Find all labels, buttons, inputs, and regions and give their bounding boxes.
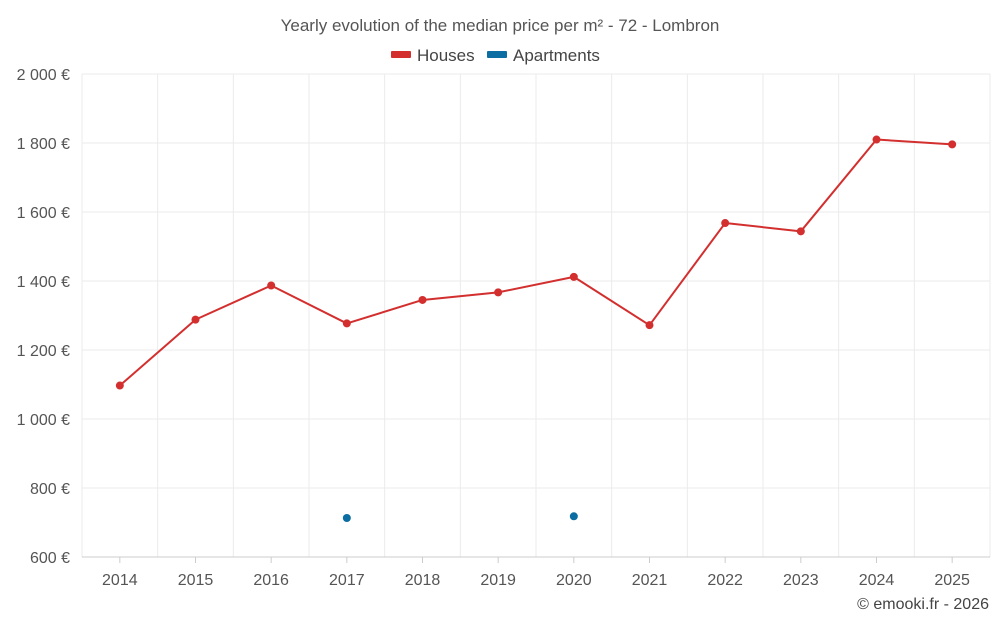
legend: Houses Apartments	[391, 46, 600, 65]
y-tick-label: 1 000 €	[17, 412, 70, 429]
x-tick-label: 2021	[632, 572, 668, 589]
x-tick-label: 2022	[707, 572, 743, 589]
x-tick-label: 2020	[556, 572, 592, 589]
data-point-houses[interactable]	[191, 315, 200, 324]
data-point-houses[interactable]	[342, 319, 351, 328]
legend-swatch-houses	[391, 51, 411, 58]
data-point-houses[interactable]	[872, 135, 881, 144]
data-point-houses[interactable]	[796, 227, 805, 236]
credit-text: © emooki.fr - 2026	[857, 596, 989, 613]
x-tick-label: 2024	[859, 572, 895, 589]
x-tick-label: 2023	[783, 572, 819, 589]
y-tick-label: 1 400 €	[17, 274, 70, 291]
y-tick-label: 1 200 €	[17, 343, 70, 360]
legend-swatch-apartments	[487, 51, 507, 58]
y-tick-label: 800 €	[30, 481, 70, 498]
data-point-apartments[interactable]	[569, 512, 578, 521]
legend-label-apartments[interactable]: Apartments	[513, 46, 600, 65]
series-apartments	[342, 512, 578, 523]
data-point-apartments[interactable]	[342, 514, 351, 523]
series	[115, 135, 957, 523]
data-point-houses[interactable]	[267, 281, 276, 290]
data-point-houses[interactable]	[721, 219, 730, 228]
x-tick-label: 2017	[329, 572, 365, 589]
x-tick-label: 2015	[178, 572, 214, 589]
chart-title: Yearly evolution of the median price per…	[281, 16, 720, 35]
data-point-houses[interactable]	[948, 140, 957, 149]
gridlines	[81, 73, 991, 558]
series-line-houses	[119, 138, 953, 387]
legend-label-houses[interactable]: Houses	[417, 46, 475, 65]
data-point-houses[interactable]	[645, 321, 654, 330]
x-axis: 2014 2015 2016 2017 2018 2019 2020 2021 2022 2023…	[82, 556, 990, 589]
x-tick-label: 2019	[480, 572, 516, 589]
series-houses	[115, 135, 957, 390]
x-tick-label: 2018	[405, 572, 441, 589]
data-point-houses[interactable]	[494, 288, 503, 297]
y-tick-label: 1 800 €	[17, 136, 70, 153]
x-tick-label: 2025	[934, 572, 970, 589]
y-axis: 600 € 800 € 1 000 € 1 200 € 1 400 € 1 600 € 1 …	[17, 67, 70, 567]
x-tick-label: 2016	[253, 572, 289, 589]
data-point-houses[interactable]	[569, 272, 578, 281]
x-tick-label: 2014	[102, 572, 138, 589]
data-point-houses[interactable]	[115, 381, 124, 390]
data-point-houses[interactable]	[418, 295, 427, 304]
y-tick-label: 600 €	[30, 550, 70, 567]
y-tick-label: 1 600 €	[17, 205, 70, 222]
y-tick-label: 2 000 €	[17, 67, 70, 84]
